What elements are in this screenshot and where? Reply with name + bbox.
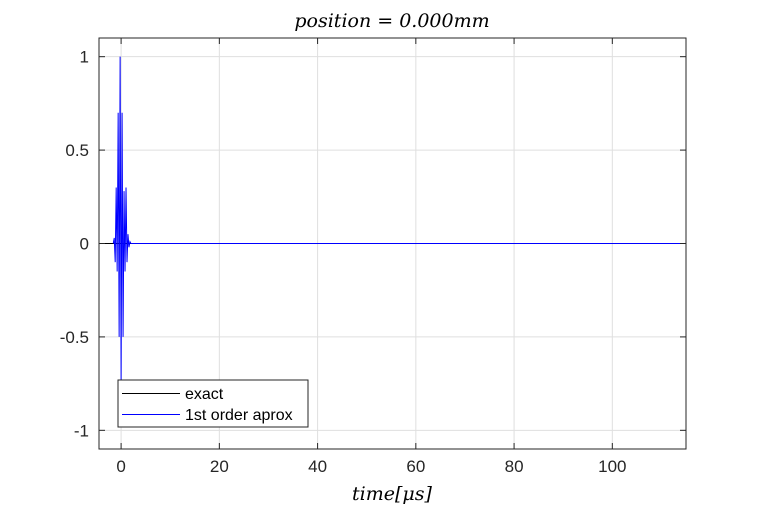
x-tick-label: 100 <box>598 457 626 476</box>
chart-title: position = 0.000mm <box>294 10 489 32</box>
x-axis-label: time[μs] <box>352 483 432 505</box>
y-tick-label: 0 <box>80 235 89 254</box>
x-tick-label: 20 <box>210 457 229 476</box>
legend: exact 1st order aprox <box>117 379 309 428</box>
axis-ticks: 0 20 40 60 80 100 1 0.5 0 -0.5 -1 <box>60 38 686 476</box>
x-tick-label: 0 <box>116 457 125 476</box>
legend-label-exact: exact <box>185 386 224 403</box>
series-line-1st-order-aprox <box>112 56 686 384</box>
y-tick-label: 1 <box>80 48 89 67</box>
y-tick-label: -0.5 <box>60 328 89 347</box>
x-tick-label: 80 <box>505 457 524 476</box>
x-tick-label: 40 <box>308 457 327 476</box>
legend-box <box>117 379 309 428</box>
x-tick-label: 60 <box>406 457 425 476</box>
y-tick-label: 0.5 <box>65 141 89 160</box>
series-lines <box>99 56 686 384</box>
legend-label-1st-order-aprox: 1st order aprox <box>185 407 293 424</box>
y-tick-label: -1 <box>74 421 89 440</box>
